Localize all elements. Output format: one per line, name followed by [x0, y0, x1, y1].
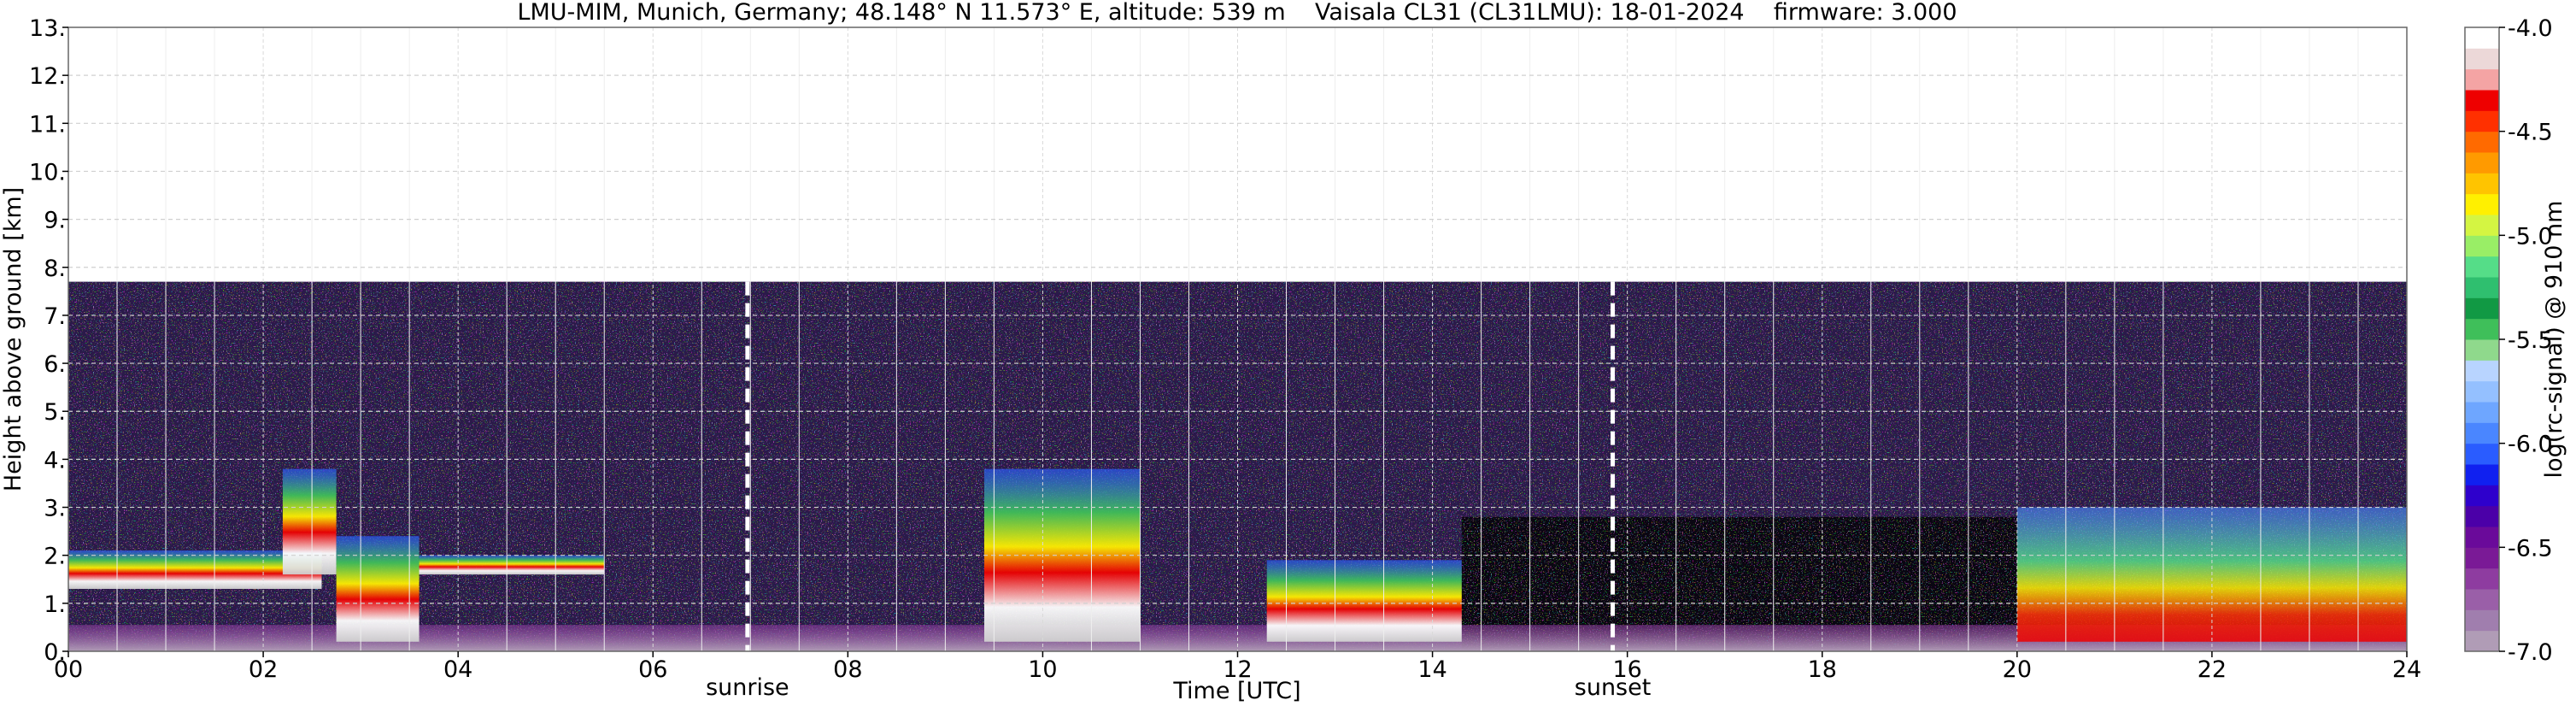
colorbar-swatch — [2465, 48, 2499, 70]
colorbar-swatch — [2465, 256, 2499, 278]
plot-area: sunrise sunset 0. 1. 2. 3. 4. 5. 6. 7. 8. 9. 10. 11.… — [29, 15, 2421, 701]
y-tick-label: 10. — [29, 159, 66, 185]
y-tick-label: 5. — [44, 399, 66, 426]
colorbar-tick-label: -7.0 — [2508, 639, 2553, 666]
y-tick-label: 13. — [29, 15, 66, 42]
x-tick-label: 02 — [249, 656, 278, 683]
y-tick-label: 8. — [44, 256, 66, 282]
x-tick-label: 06 — [638, 656, 667, 683]
y-tick-label: 11. — [29, 111, 66, 138]
colorbar-swatch — [2465, 505, 2499, 527]
y-tick-label: 7. — [44, 303, 66, 330]
colorbar-swatch — [2465, 527, 2499, 548]
colorbar-swatch — [2465, 235, 2499, 257]
grid — [68, 27, 2407, 651]
colorbar-swatch — [2465, 152, 2499, 174]
y-tick-label: 6. — [44, 351, 66, 378]
colorbar-tick-label: -5.0 — [2508, 223, 2553, 250]
colorbar-swatch — [2465, 568, 2499, 590]
x-tick-label: 14 — [1417, 656, 1446, 683]
colorbar-swatches — [2465, 27, 2499, 652]
y-tick-label: 1. — [44, 591, 66, 618]
y-tick-label: 4. — [44, 447, 66, 474]
x-axis-ticks: 00 02 04 06 08 10 12 14 16 18 20 22 24 — [54, 651, 2421, 683]
cloud-layer — [419, 555, 605, 575]
colorbar-swatch — [2465, 609, 2499, 632]
x-tick-label: 10 — [1028, 656, 1057, 683]
colorbar-swatch — [2465, 68, 2499, 91]
x-tick-label: 16 — [1612, 656, 1641, 683]
x-tick-label: 04 — [443, 656, 472, 683]
colorbar-swatch — [2465, 547, 2499, 569]
x-tick-label: 22 — [2198, 656, 2227, 683]
sun-marker-label: sunset — [1575, 674, 1652, 701]
colorbar-swatch — [2465, 443, 2499, 465]
colorbar-tick-label: -4.0 — [2508, 15, 2553, 42]
colorbar-tick-label: -6.5 — [2508, 535, 2553, 562]
colorbar-swatch — [2465, 90, 2499, 111]
colorbar-swatch — [2465, 215, 2499, 236]
colorbar-swatch — [2465, 485, 2499, 507]
y-tick-label: 2. — [44, 544, 66, 570]
cloud-layer — [1266, 560, 1462, 642]
x-tick-label: 24 — [2392, 656, 2421, 683]
x-tick-label: 12 — [1223, 656, 1252, 683]
y-tick-label: 12. — [29, 63, 66, 90]
cloud-layer — [336, 536, 420, 642]
x-tick-label: 20 — [2003, 656, 2032, 683]
x-tick-label: 18 — [1808, 656, 1837, 683]
colorbar-swatch — [2465, 464, 2499, 485]
colorbar-tick-label: -6.0 — [2508, 432, 2553, 458]
colorbar-swatch — [2465, 131, 2499, 153]
colorbar-swatch — [2465, 380, 2499, 403]
y-tick-label: 0. — [44, 639, 66, 666]
colorbar-swatch — [2465, 110, 2499, 132]
colorbar-swatch — [2465, 339, 2499, 361]
colorbar-swatch — [2465, 422, 2499, 444]
colorbar-swatch — [2465, 193, 2499, 215]
cloud-layer — [282, 468, 337, 575]
colorbar: -4.0 -4.5 -5.0 -5.5 -6.0 -6.5 -7.0 log(rc-sign… — [2464, 15, 2567, 666]
colorbar-ticks: -4.0 -4.5 -5.0 -5.5 -6.0 -6.5 -7.0 — [2499, 15, 2553, 666]
chart-title: LMU-MIM, Munich, Germany; 48.148° N 11.5… — [517, 0, 1957, 26]
colorbar-swatch — [2465, 318, 2499, 340]
colorbar-swatch — [2465, 402, 2499, 423]
colorbar-swatch — [2465, 589, 2499, 610]
colorbar-swatch — [2465, 27, 2499, 49]
sun-markers: sunrise sunset — [706, 281, 1652, 701]
colorbar-swatch — [2465, 173, 2499, 195]
colorbar-tick-label: -4.5 — [2508, 120, 2553, 146]
x-axis-label: Time [UTC] — [1172, 678, 1300, 704]
x-tick-label: 08 — [833, 656, 862, 683]
cloud-layer — [68, 550, 322, 589]
y-tick-label: 9. — [44, 208, 66, 234]
y-axis-label: Height above ground [km] — [0, 187, 26, 491]
x-tick-label: 00 — [54, 656, 83, 683]
colorbar-swatch — [2465, 297, 2499, 320]
colorbar-label: log(rc-signal) @ 910 nm — [2541, 201, 2567, 479]
y-axis-ticks: 0. 1. 2. 3. 4. 5. 6. 7. 8. 9. 10. 11. 12. 13. — [29, 15, 68, 666]
colorbar-tick-label: -5.5 — [2508, 327, 2553, 354]
colorbar-swatch — [2465, 277, 2499, 298]
colorbar-swatch — [2465, 360, 2499, 382]
sun-marker-label: sunrise — [706, 674, 789, 701]
y-tick-label: 3. — [44, 496, 66, 522]
colorbar-swatch — [2465, 630, 2499, 652]
